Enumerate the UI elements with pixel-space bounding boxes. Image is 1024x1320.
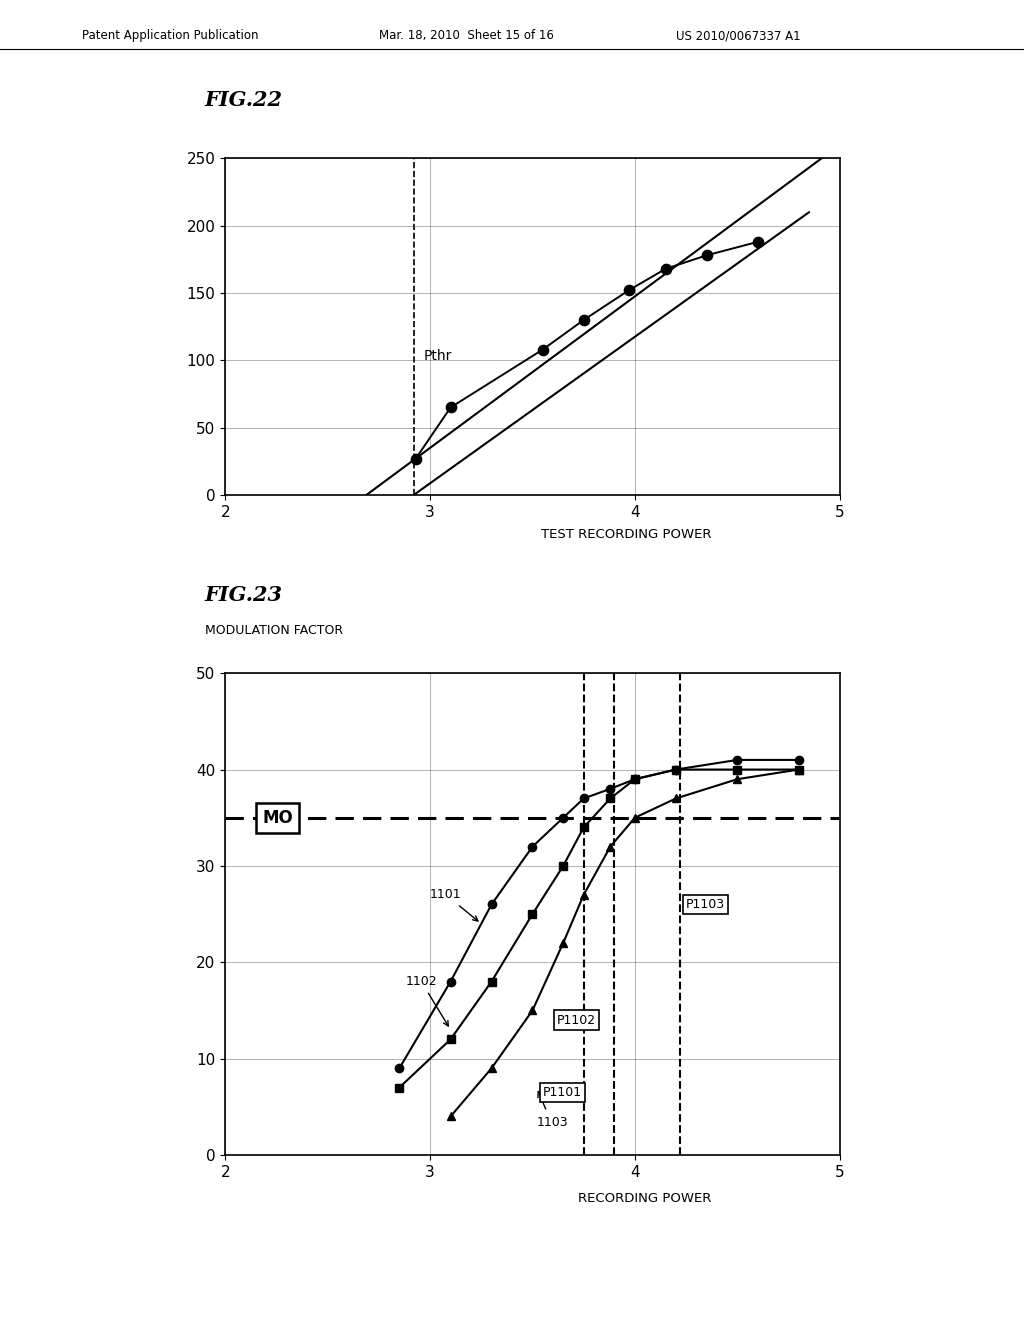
Text: TEST RECORDING POWER: TEST RECORDING POWER — [541, 528, 712, 541]
Point — [575, 309, 592, 330]
Point — [657, 259, 674, 280]
Point — [698, 244, 715, 265]
Text: P1103: P1103 — [686, 898, 725, 911]
Text: MO: MO — [262, 809, 293, 826]
Text: 1103: 1103 — [538, 1117, 568, 1130]
Text: US 2010/0067337 A1: US 2010/0067337 A1 — [676, 29, 801, 42]
Text: FIG.22: FIG.22 — [205, 90, 283, 110]
Point — [621, 280, 637, 301]
Text: Patent Application Publication: Patent Application Publication — [82, 29, 258, 42]
Text: Pthr: Pthr — [424, 350, 453, 363]
Text: P1101: P1101 — [543, 1086, 582, 1098]
Text: 1102: 1102 — [406, 975, 449, 1026]
Point — [442, 397, 459, 418]
Point — [535, 339, 551, 360]
Point — [750, 231, 766, 252]
Text: RECORDING POWER: RECORDING POWER — [579, 1192, 712, 1205]
Point — [408, 447, 424, 469]
Text: MODULATION FACTOR: MODULATION FACTOR — [205, 623, 343, 636]
Text: 1101: 1101 — [430, 888, 478, 921]
Text: FIG.23: FIG.23 — [205, 585, 283, 605]
Text: P1102: P1102 — [557, 1014, 596, 1027]
Text: Mar. 18, 2010  Sheet 15 of 16: Mar. 18, 2010 Sheet 15 of 16 — [379, 29, 554, 42]
